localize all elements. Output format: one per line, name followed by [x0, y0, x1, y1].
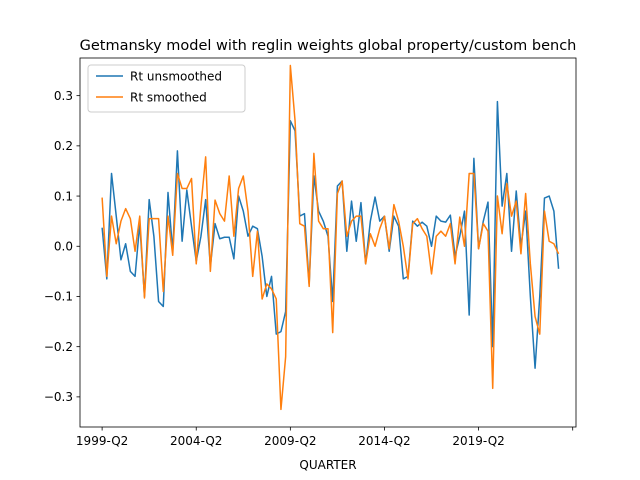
legend-label: Rt unsmoothed — [130, 69, 222, 83]
chart-title: Getmansky model with reglin weights glob… — [80, 38, 577, 54]
axes-frame — [79, 57, 577, 428]
series-line-smoothed — [101, 64, 560, 411]
y-tick-label: −0.1 — [44, 290, 73, 304]
y-tick-label: 0.0 — [54, 239, 73, 253]
x-tick-label: 1999-Q2 — [76, 434, 128, 448]
legend: Rt unsmoothed Rt smoothed — [87, 64, 246, 113]
x-axis-label: QUARTER — [299, 458, 356, 472]
legend-box — [87, 64, 246, 113]
y-tick-label: −0.3 — [44, 390, 73, 404]
x-tick-label: 2019-Q2 — [452, 434, 504, 448]
legend-label: Rt smoothed — [130, 90, 207, 104]
x-tick-label: 2009-Q2 — [264, 434, 316, 448]
y-tick-label: 0.2 — [54, 139, 73, 153]
y-tick-label: −0.2 — [44, 340, 73, 354]
x-tick-label: 2004-Q2 — [170, 434, 222, 448]
y-tick-label: 0.1 — [54, 189, 73, 203]
y-tick-label: 0.3 — [54, 89, 73, 103]
x-tick-label: 2014-Q2 — [358, 434, 410, 448]
plot-area: −0.3 −0.2 −0.1 0.0 0.1 0.2 0.3 1999-Q2 2004-Q2 20… — [44, 57, 577, 448]
